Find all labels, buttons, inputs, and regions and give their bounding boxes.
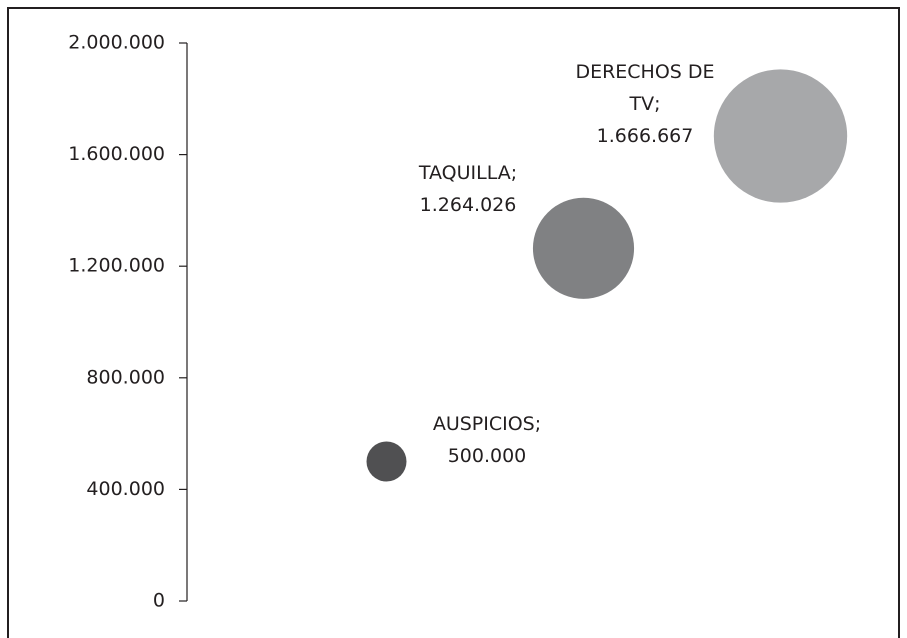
data-label: AUSPICIOS; 500.000: [412, 408, 562, 472]
bubble-name: TAQUILLA;: [418, 162, 518, 184]
bubble-name: AUSPICIOS;: [432, 413, 542, 435]
bubble-name: DERECHOS DE TV;: [575, 61, 715, 115]
bubble-value: 1.264.026: [419, 194, 517, 216]
bubble: [366, 441, 407, 482]
y-tick-label: 400.000: [86, 478, 165, 500]
y-tick-label: 1.200.000: [68, 255, 165, 277]
bubble-value: 1.666.667: [596, 125, 694, 147]
y-tick-label: 2.000.000: [68, 32, 165, 54]
frame: [7, 7, 900, 638]
y-tick-label: 0: [153, 590, 165, 612]
y-tick-label: 1.600.000: [68, 143, 165, 165]
bubble: [713, 69, 848, 203]
bubble: [532, 197, 635, 299]
data-label: TAQUILLA; 1.264.026: [393, 157, 543, 221]
data-label: DERECHOS DE TV; 1.666.667: [570, 56, 720, 152]
y-tick-label: 800.000: [86, 366, 165, 388]
bubble-value: 500.000: [447, 445, 527, 467]
